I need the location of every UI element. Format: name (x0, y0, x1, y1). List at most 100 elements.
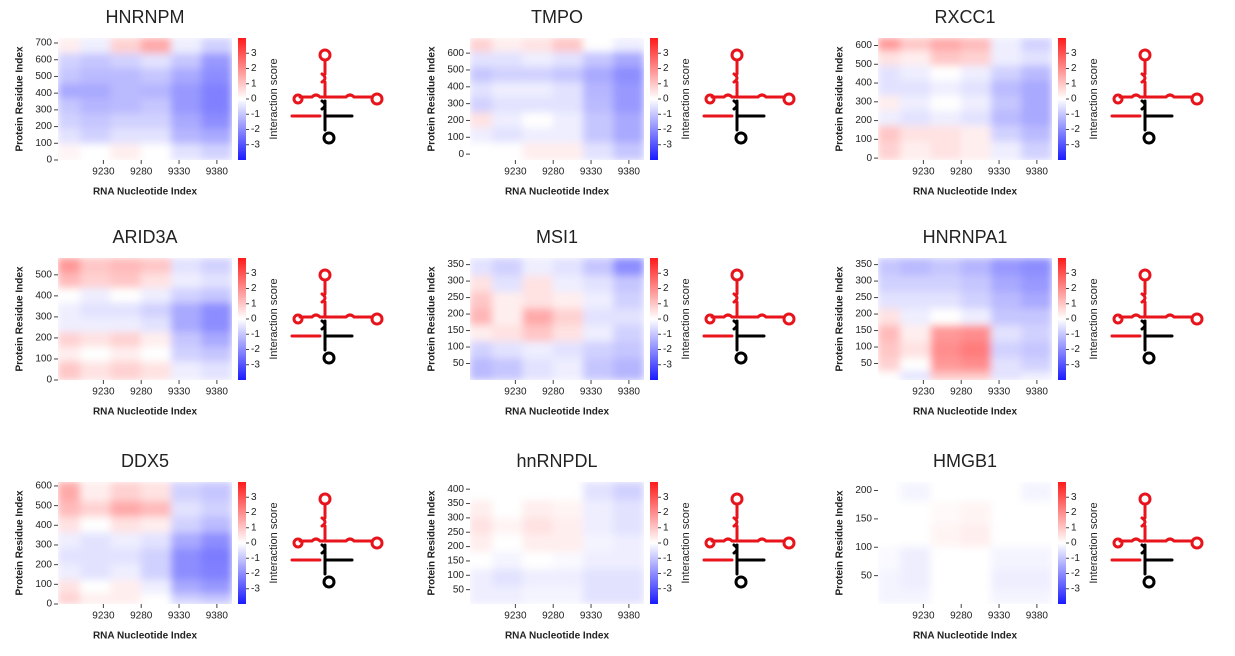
x-tick-label: 9330 (168, 167, 191, 178)
heatmap-cell (582, 97, 615, 114)
colorbar-tick-label: 0 (251, 94, 257, 105)
x-tick-label: 9380 (1026, 611, 1049, 622)
heatmap-cell (170, 273, 203, 289)
colorbar (238, 38, 246, 160)
heatmap-cell (140, 532, 172, 550)
heatmap-cell (1021, 80, 1052, 97)
heatmap-cell (492, 308, 524, 327)
heatmap-cells (58, 258, 232, 380)
heatmap-cell (990, 125, 1023, 143)
colorbar-tick-label: 3 (663, 48, 669, 59)
heatmap-cell (613, 66, 644, 84)
colorbar-tick-label: 2 (251, 63, 257, 74)
x-axis-label: RNA Nucleotide Index (93, 407, 198, 418)
heatmap-cell (930, 325, 962, 343)
rna-structure (732, 58, 739, 97)
heatmap-cell (58, 317, 82, 334)
heatmap-cell (110, 38, 142, 55)
panel: HNRNPM 0 100 200 300 400 500 600 700 9230 9280 9330… (15, 7, 384, 198)
panel: TMPO 0 100 200 300 400 500 600 9230 9280 9330 9380 R… (427, 7, 796, 198)
heatmap-cell (552, 586, 584, 604)
y-tick-label: 200 (447, 309, 464, 320)
y-axis-label: Protein Residue Index (427, 46, 438, 151)
heatmap-cell (140, 548, 172, 566)
heatmap-cell (878, 141, 902, 160)
heatmap-cell (80, 302, 112, 319)
rna-loop (1112, 313, 1124, 325)
heatmap-cell (140, 501, 172, 518)
heatmap-cell (930, 371, 962, 380)
heatmap-cell (900, 524, 932, 548)
y-tick-label: 100 (855, 342, 872, 353)
colorbar-tick-label: 2 (1071, 283, 1077, 294)
x-axis-label: RNA Nucleotide Index (93, 187, 198, 198)
heatmap-cell (613, 341, 644, 360)
x-tick-label: 9280 (950, 611, 973, 622)
y-axis-label: Protein Residue Index (15, 490, 26, 595)
heatmap-cell (582, 569, 615, 588)
heatmap-cell (613, 127, 644, 144)
heatmap-cell (878, 95, 902, 112)
heatmap-cell (900, 38, 932, 52)
heatmap-cell (552, 142, 584, 160)
heatmap-cell (170, 501, 203, 518)
heatmap-cells (878, 482, 1052, 604)
colorbar-label: Interaction score (1088, 278, 1100, 359)
heatmap-cell (140, 38, 172, 55)
heatmap-area (470, 482, 644, 604)
heatmap-cell (140, 98, 172, 115)
heatmap-cell (201, 346, 232, 363)
heatmap-cell (522, 551, 554, 571)
heatmap-cell (80, 593, 112, 604)
heatmap-cell (990, 95, 1023, 112)
heatmap-cell (80, 288, 112, 304)
heatmap-cell (960, 569, 992, 591)
heatmap-cell (522, 534, 554, 553)
rna-structure (320, 58, 327, 97)
heatmap-cell (960, 110, 992, 127)
heatmap-cell (900, 371, 932, 380)
heatmap-cell (960, 258, 992, 277)
heatmap-cell (492, 551, 524, 571)
y-tick-label: 100 (35, 354, 52, 365)
y-tick-label: 300 (35, 312, 52, 323)
heatmap-cell (492, 482, 524, 502)
heatmap-cell (930, 50, 962, 67)
heatmap-cell (80, 113, 112, 130)
colorbar-tick-label: 3 (1071, 48, 1077, 59)
heatmap-cell (960, 371, 992, 380)
x-tick-label: 9230 (92, 387, 115, 398)
heatmap-cell (492, 38, 524, 53)
y-tick-label: 250 (447, 292, 464, 303)
heatmap-cell (170, 361, 203, 380)
y-tick-label: 0 (46, 155, 52, 166)
heatmap-cell (552, 82, 584, 99)
colorbar-tick-label: 0 (1071, 314, 1077, 325)
rna-structure (298, 313, 374, 319)
heatmap-cell (900, 110, 932, 127)
colorbar-label: Interaction score (1088, 502, 1100, 583)
rna-loop (1142, 351, 1156, 365)
heatmap-cell (990, 358, 1023, 373)
rna-diagram (1110, 268, 1204, 365)
colorbar-tick-label: 0 (251, 538, 257, 549)
rna-structure (732, 278, 739, 317)
heatmap-cells (878, 258, 1052, 380)
heatmap-cell (613, 258, 644, 277)
heatmap-cell (80, 482, 112, 503)
heatmap-cell (58, 579, 82, 595)
heatmap-cell (990, 501, 1023, 526)
colorbar-label: Interaction score (268, 502, 280, 583)
heatmap-cell (552, 569, 584, 588)
colorbar-tick-label: -2 (251, 124, 260, 135)
colorbar-tick-label: 2 (663, 283, 669, 294)
colorbar-tick-label: -2 (663, 568, 672, 579)
y-tick-label: 100 (855, 542, 872, 553)
heatmap-cell (930, 258, 962, 277)
heatmap-cell (582, 142, 615, 160)
heatmap-cell (58, 593, 82, 604)
panel: MSI1 50 100 150 200 250 300 350 9230 9280 9330 9380… (427, 227, 796, 418)
y-tick-label: 500 (447, 65, 464, 76)
colorbar-tick-label: 1 (663, 522, 669, 533)
y-tick-label: 500 (35, 269, 52, 280)
